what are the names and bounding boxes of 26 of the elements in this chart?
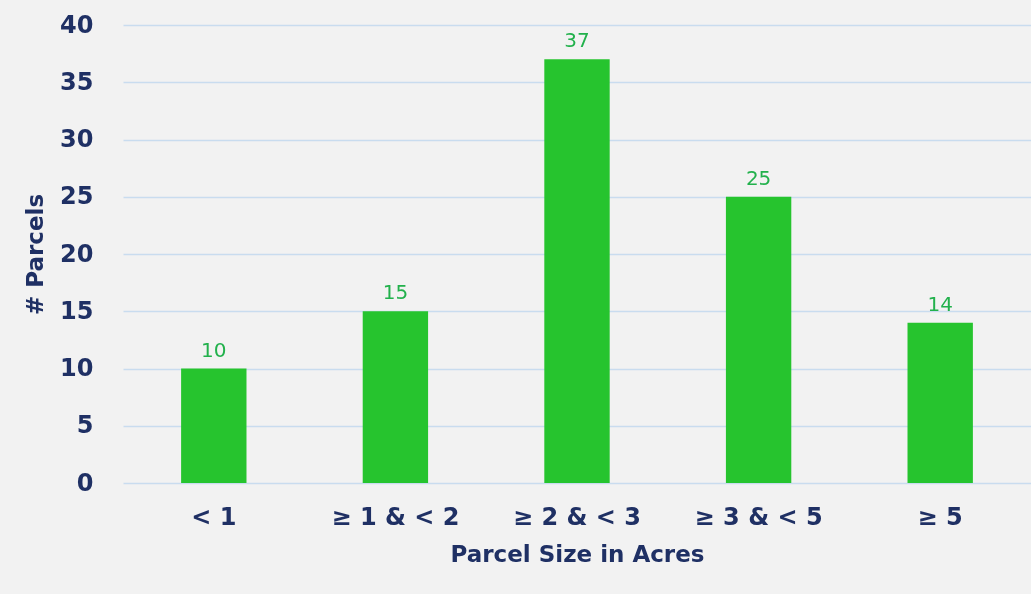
y-tick-label: 5 (76, 411, 94, 440)
y-axis-title: # Parcels (22, 193, 49, 316)
bar (725, 196, 792, 483)
y-tick-label: 25 (60, 182, 94, 211)
y-tick-label: 40 (60, 10, 94, 39)
y-tick-label: 30 (60, 125, 94, 153)
y-tick-label: 15 (60, 296, 94, 325)
bar (362, 311, 429, 483)
y-tick-label: 10 (60, 354, 94, 382)
bar (181, 368, 247, 483)
data-label: 14 (927, 291, 953, 316)
x-tick-label: ≥ 3 & < 5 (694, 502, 823, 531)
x-axis-title: Parcel Size in Acres (450, 540, 705, 567)
data-label: 25 (745, 165, 772, 190)
bar (544, 59, 610, 483)
x-tick-label: < 1 (191, 502, 237, 531)
data-label: 10 (201, 337, 227, 362)
data-label: 15 (382, 280, 409, 305)
data-label: 37 (564, 28, 590, 53)
y-tick-label: 35 (60, 67, 94, 96)
y-tick-label: 20 (60, 239, 94, 268)
bar (907, 322, 973, 483)
y-tick-label: 0 (76, 468, 94, 497)
x-tick-label: ≥ 5 (917, 502, 963, 531)
x-tick-label: ≥ 1 & < 2 (331, 502, 460, 531)
x-tick-label: ≥ 2 & < 3 (513, 502, 641, 531)
